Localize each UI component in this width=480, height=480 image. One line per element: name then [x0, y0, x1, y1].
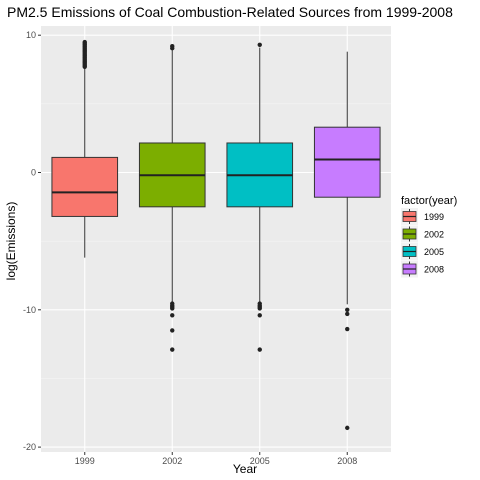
outlier-point — [170, 328, 175, 333]
x-tick-label: 2002 — [162, 456, 182, 466]
outlier-point — [82, 39, 87, 45]
legend-title: factor(year) — [401, 195, 457, 207]
plot-panel — [41, 26, 391, 452]
box-2005 — [226, 42, 294, 352]
legend-item-2002: 2002 — [401, 225, 444, 243]
legend: factor(year) 1999 2002 2005 2008 — [401, 195, 457, 278]
outlier-point — [257, 42, 262, 48]
outlier-point — [345, 307, 350, 312]
y-tick-label: -10 — [23, 305, 36, 315]
x-tick-label: 1999 — [75, 456, 95, 466]
outlier-point — [345, 311, 350, 317]
legend-item-1999: 1999 — [401, 208, 444, 225]
x-tick-label: 2008 — [337, 456, 357, 466]
chart-title: PM2.5 Emissions of Coal Combustion-Relat… — [7, 4, 453, 20]
outlier-point — [170, 43, 175, 49]
y-tick-label: -20 — [23, 442, 36, 452]
outlier-point — [345, 326, 350, 332]
outlier-point — [345, 425, 350, 431]
outlier-point — [257, 347, 262, 352]
legend-label: 2008 — [424, 265, 444, 275]
x-axis: 1999 2002 2005 2008 — [75, 452, 357, 466]
y-tick-label: 10 — [26, 30, 36, 40]
legend-label: 2002 — [424, 230, 444, 240]
box-series — [51, 39, 381, 431]
plot-background — [41, 26, 391, 452]
outlier-point — [170, 306, 175, 311]
y-tick-label: 0 — [31, 168, 36, 178]
minor-grid — [41, 103, 391, 379]
legend-item-2005: 2005 — [401, 243, 444, 260]
legend-label: 1999 — [424, 212, 444, 222]
outlier-point — [170, 313, 175, 318]
legend-label: 2005 — [424, 247, 444, 257]
outlier-point — [257, 306, 262, 311]
y-axis: 10 0 -10 -20 — [23, 30, 41, 452]
x-axis-title: Year — [233, 462, 257, 476]
outlier-point — [257, 313, 262, 318]
y-axis-title: log(Emissions) — [4, 202, 18, 281]
box-2002 — [138, 43, 206, 352]
legend-item-2008: 2008 — [401, 260, 444, 278]
box-body — [51, 156, 119, 217]
outlier-point — [170, 347, 175, 352]
box-2008 — [313, 51, 381, 431]
box-body — [313, 126, 381, 198]
x-tick-label: 2005 — [250, 456, 270, 466]
box-1999 — [51, 39, 119, 258]
